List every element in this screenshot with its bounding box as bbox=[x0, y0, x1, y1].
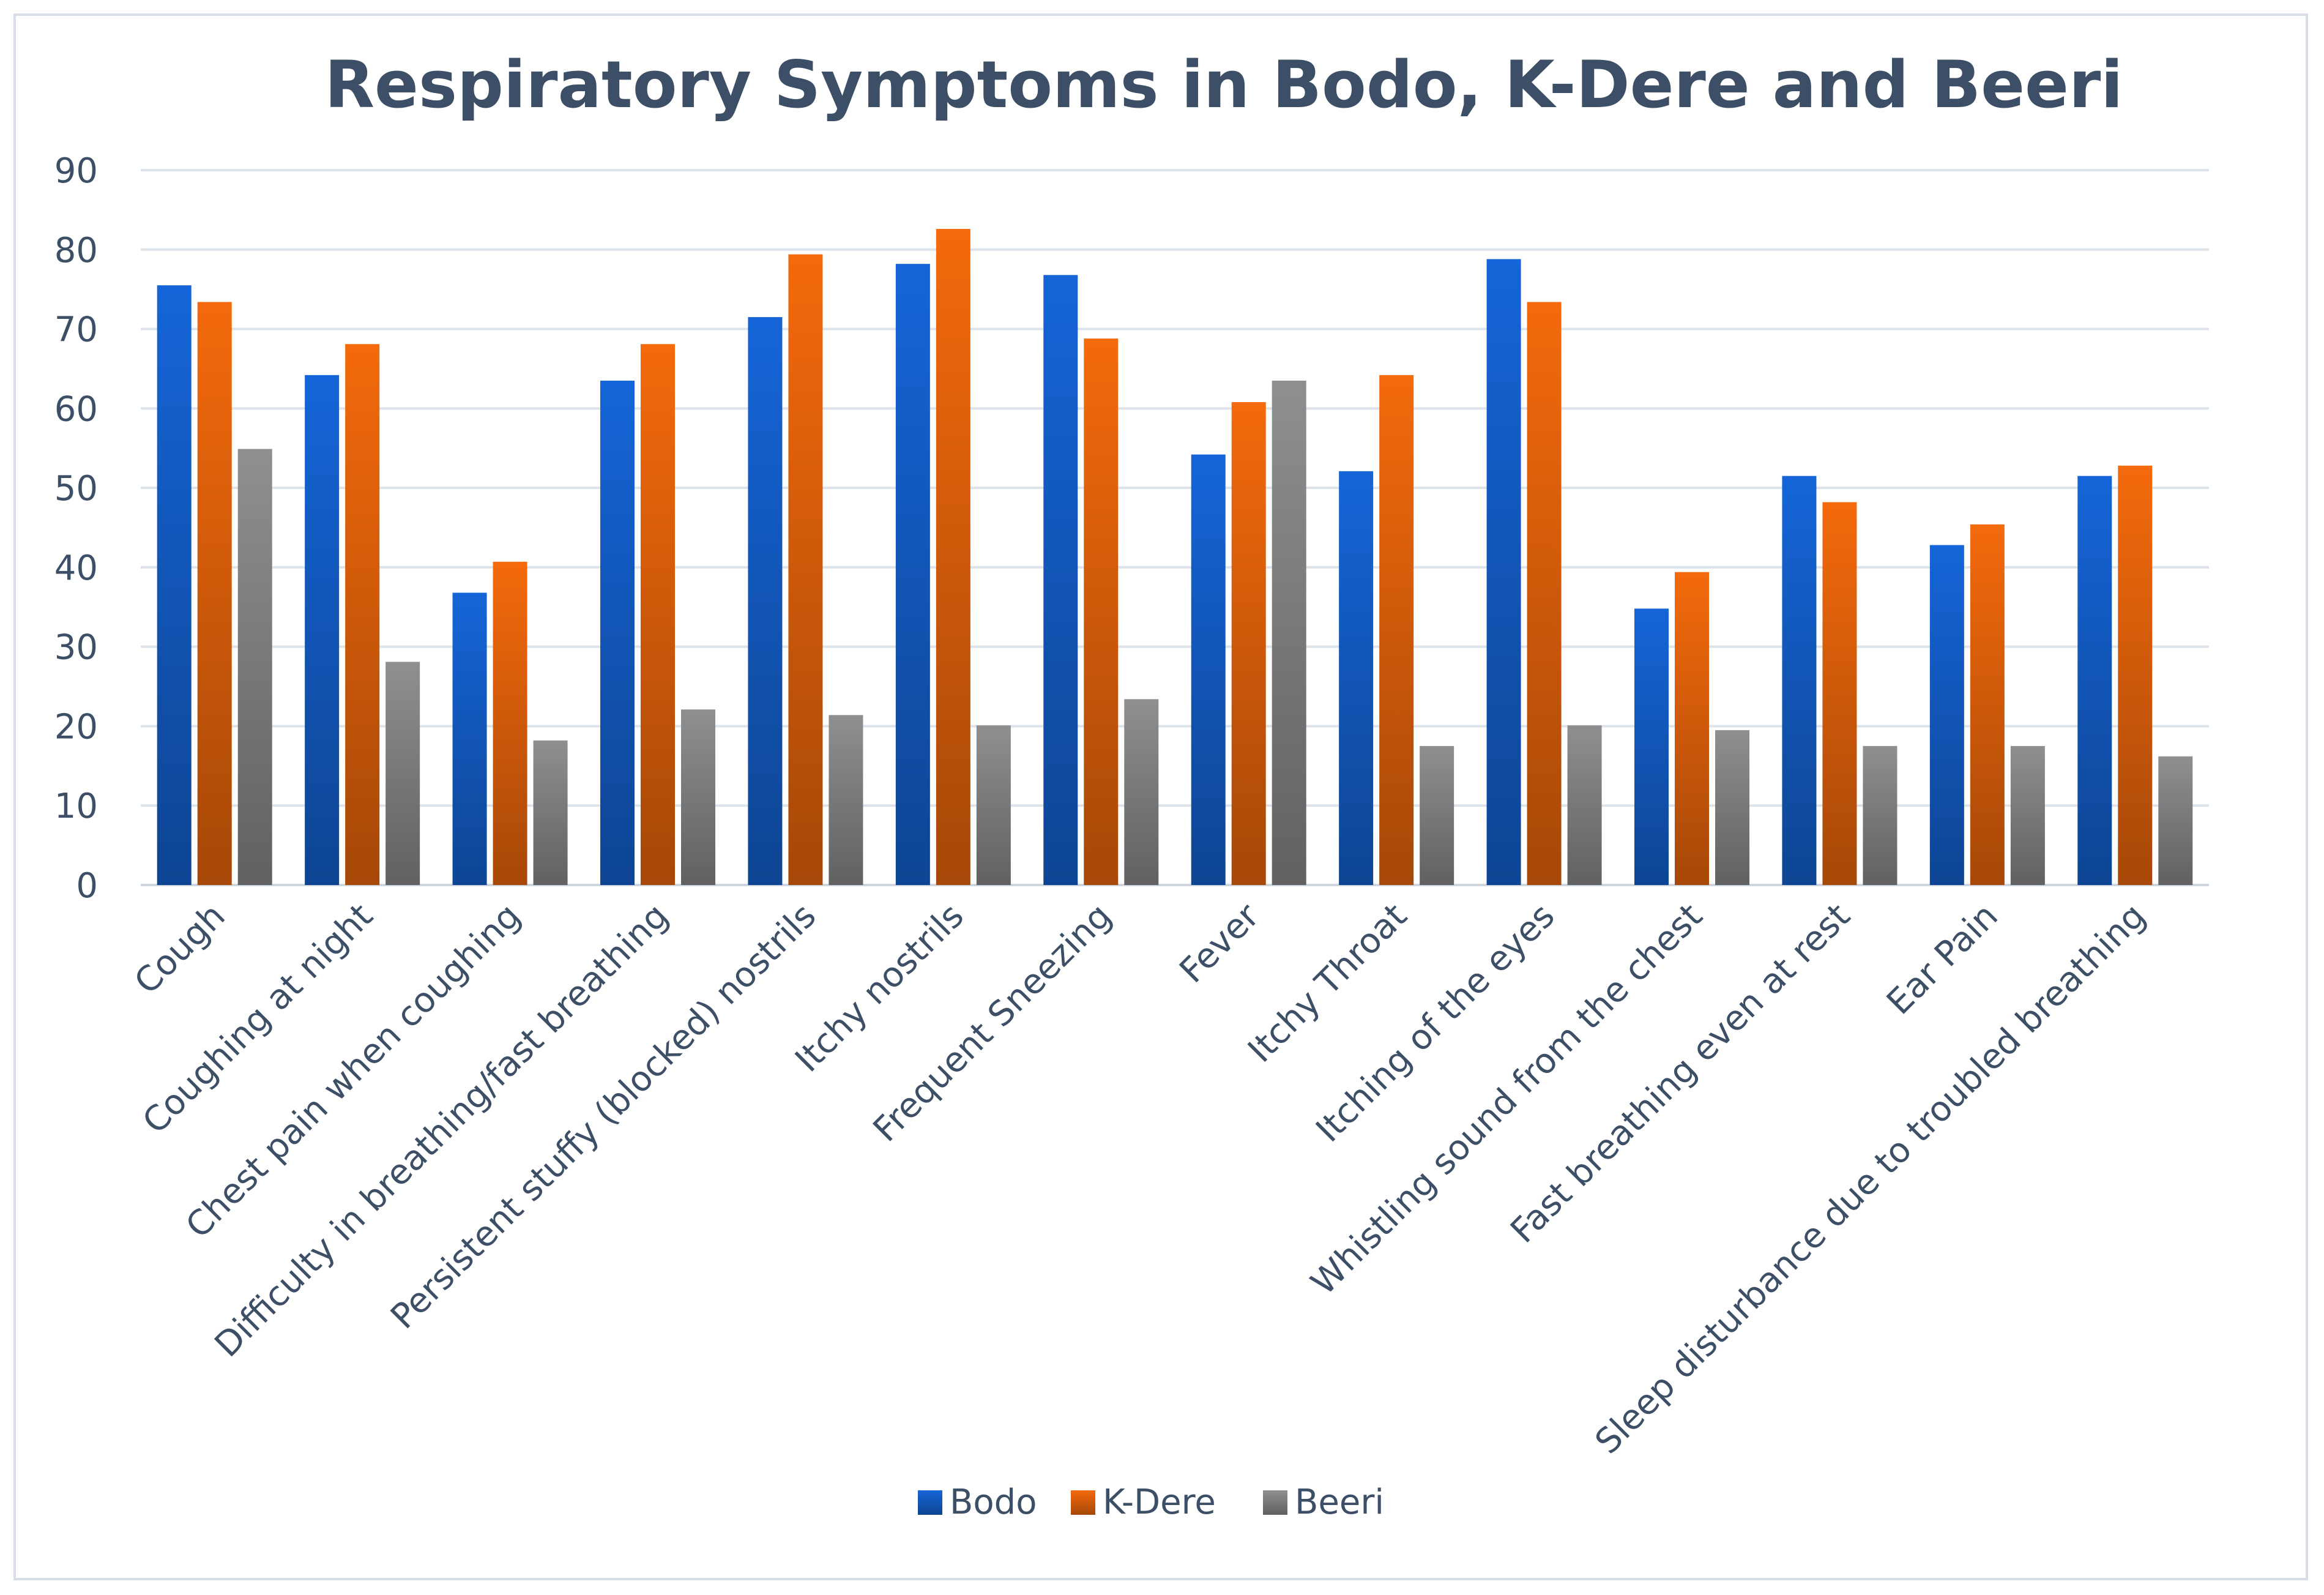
x-tick-label: Ear Pain bbox=[1879, 896, 2006, 1023]
bar-bodo bbox=[1191, 454, 1226, 885]
bar-beeri bbox=[533, 740, 568, 885]
bar-beeri bbox=[385, 662, 420, 885]
bar-k-dere bbox=[1675, 572, 1709, 885]
legend-swatch bbox=[918, 1490, 942, 1515]
x-tick-label: Frequent Sneezing bbox=[866, 896, 1119, 1149]
y-tick-label: 40 bbox=[54, 548, 98, 588]
gridlines bbox=[141, 169, 2209, 886]
legend: Bodo K-Dere Beeri bbox=[918, 1482, 1384, 1522]
bar-beeri bbox=[2158, 756, 2193, 885]
bar-k-dere bbox=[641, 344, 675, 885]
bar-k-dere bbox=[1379, 375, 1414, 885]
bar-bodo bbox=[452, 592, 487, 885]
bar-beeri bbox=[681, 709, 715, 885]
bar-bodo bbox=[1043, 275, 1078, 886]
bar-bodo bbox=[895, 264, 930, 885]
y-tick-label: 80 bbox=[54, 231, 98, 271]
x-tick-label: Fever bbox=[1172, 895, 1268, 991]
y-tick-label: 60 bbox=[54, 389, 98, 429]
bar-k-dere bbox=[788, 254, 823, 885]
bar-beeri bbox=[976, 725, 1011, 885]
bar-k-dere bbox=[1970, 524, 2005, 885]
bar-bodo bbox=[1339, 471, 1374, 885]
legend-label: Bodo bbox=[950, 1482, 1037, 1522]
bar-bodo bbox=[1634, 608, 1669, 885]
bar-bodo bbox=[157, 285, 192, 886]
bar-k-dere bbox=[1527, 302, 1562, 885]
bar-k-dere bbox=[936, 229, 970, 886]
bar-k-dere bbox=[493, 561, 527, 885]
chart-title: Respiratory Symptoms in Bodo, K-Dere and… bbox=[324, 47, 2123, 122]
bar-beeri bbox=[2010, 745, 2045, 885]
bar-beeri bbox=[829, 715, 863, 885]
x-tick-label: Sleep disturbance due to troubled breath… bbox=[1588, 896, 2153, 1462]
bar-beeri bbox=[237, 449, 272, 885]
bar-beeri bbox=[1715, 730, 1749, 885]
y-axis-ticks: 0 10 20 30 40 50 60 70 80 90 bbox=[54, 151, 98, 906]
legend-label: Beeri bbox=[1295, 1482, 1384, 1522]
bar-bodo bbox=[1782, 476, 1817, 885]
bars bbox=[157, 229, 2193, 886]
y-tick-label: 90 bbox=[54, 151, 98, 191]
y-tick-label: 30 bbox=[54, 628, 98, 668]
bar-bodo bbox=[1486, 259, 1521, 886]
y-tick-label: 0 bbox=[76, 866, 98, 906]
bar-k-dere bbox=[1084, 338, 1119, 885]
bar-beeri bbox=[1863, 745, 1898, 885]
y-tick-label: 20 bbox=[54, 707, 98, 747]
legend-swatch bbox=[1071, 1490, 1095, 1515]
bar-k-dere bbox=[345, 344, 380, 885]
legend-swatch bbox=[1263, 1490, 1287, 1515]
bar-bodo bbox=[600, 380, 635, 885]
bar-beeri bbox=[1272, 380, 1306, 885]
bar-k-dere bbox=[2118, 465, 2153, 885]
legend-label: K-Dere bbox=[1103, 1482, 1216, 1522]
x-tick-label: Cough bbox=[127, 896, 233, 1002]
y-tick-label: 10 bbox=[54, 786, 98, 826]
bar-k-dere bbox=[197, 302, 232, 885]
bar-bodo bbox=[2077, 476, 2112, 885]
bar-beeri bbox=[1567, 725, 1602, 885]
y-tick-label: 50 bbox=[54, 469, 98, 509]
y-tick-label: 70 bbox=[54, 310, 98, 350]
bar-bodo bbox=[305, 375, 340, 885]
x-tick-label: Itching of the eyes bbox=[1308, 896, 1562, 1150]
bar-beeri bbox=[1124, 699, 1159, 885]
bar-beeri bbox=[1420, 745, 1454, 885]
bar-k-dere bbox=[1822, 502, 1857, 885]
bar-bodo bbox=[748, 317, 783, 885]
bar-k-dere bbox=[1231, 402, 1266, 885]
bar-bodo bbox=[1929, 545, 1964, 885]
